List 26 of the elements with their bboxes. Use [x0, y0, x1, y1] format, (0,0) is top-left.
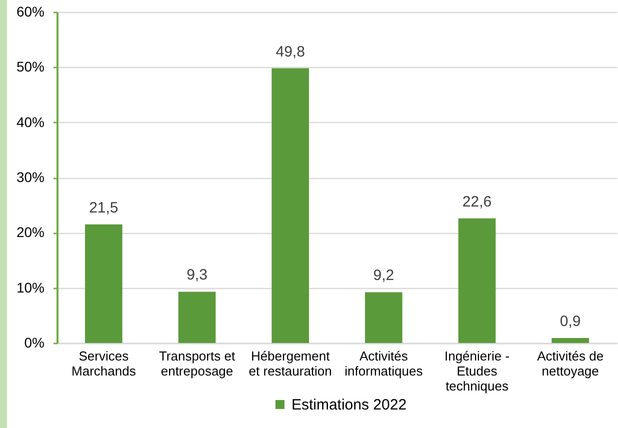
x-tick-label: Activités informatiques: [344, 348, 424, 378]
data-label: 21,5: [89, 199, 118, 216]
y-tick-label: 0%: [24, 334, 44, 350]
x-tick-label: Transports et entreposage: [158, 348, 236, 378]
bar: [552, 338, 589, 343]
bar: [85, 224, 122, 343]
y-tick-label: 60%: [16, 4, 44, 20]
bar: [458, 218, 496, 343]
data-label: 9,3: [186, 266, 208, 284]
bar: [365, 292, 402, 343]
y-tick-label: 30%: [16, 169, 44, 185]
data-label: 9,2: [373, 267, 394, 284]
x-tick-label: Services Marchands: [72, 348, 136, 378]
data-label: 49,8: [276, 43, 305, 60]
bar: [272, 68, 309, 343]
x-tick-label: Ingénierie - Etudes techniques: [444, 348, 510, 394]
data-label: 22,6: [462, 193, 492, 210]
bar: [178, 292, 216, 343]
y-tick-label: 10%: [16, 279, 44, 296]
y-tick-label: 20%: [16, 224, 44, 240]
legend-label: Estimations 2022: [291, 396, 407, 414]
y-tick-label: 40%: [16, 114, 44, 130]
data-label: 0,9: [560, 313, 581, 330]
x-tick-label: Hébergement et restauration: [248, 348, 332, 378]
x-tick-label: Activités de nettoyage: [537, 348, 604, 378]
y-tick-label: 50%: [16, 58, 44, 75]
